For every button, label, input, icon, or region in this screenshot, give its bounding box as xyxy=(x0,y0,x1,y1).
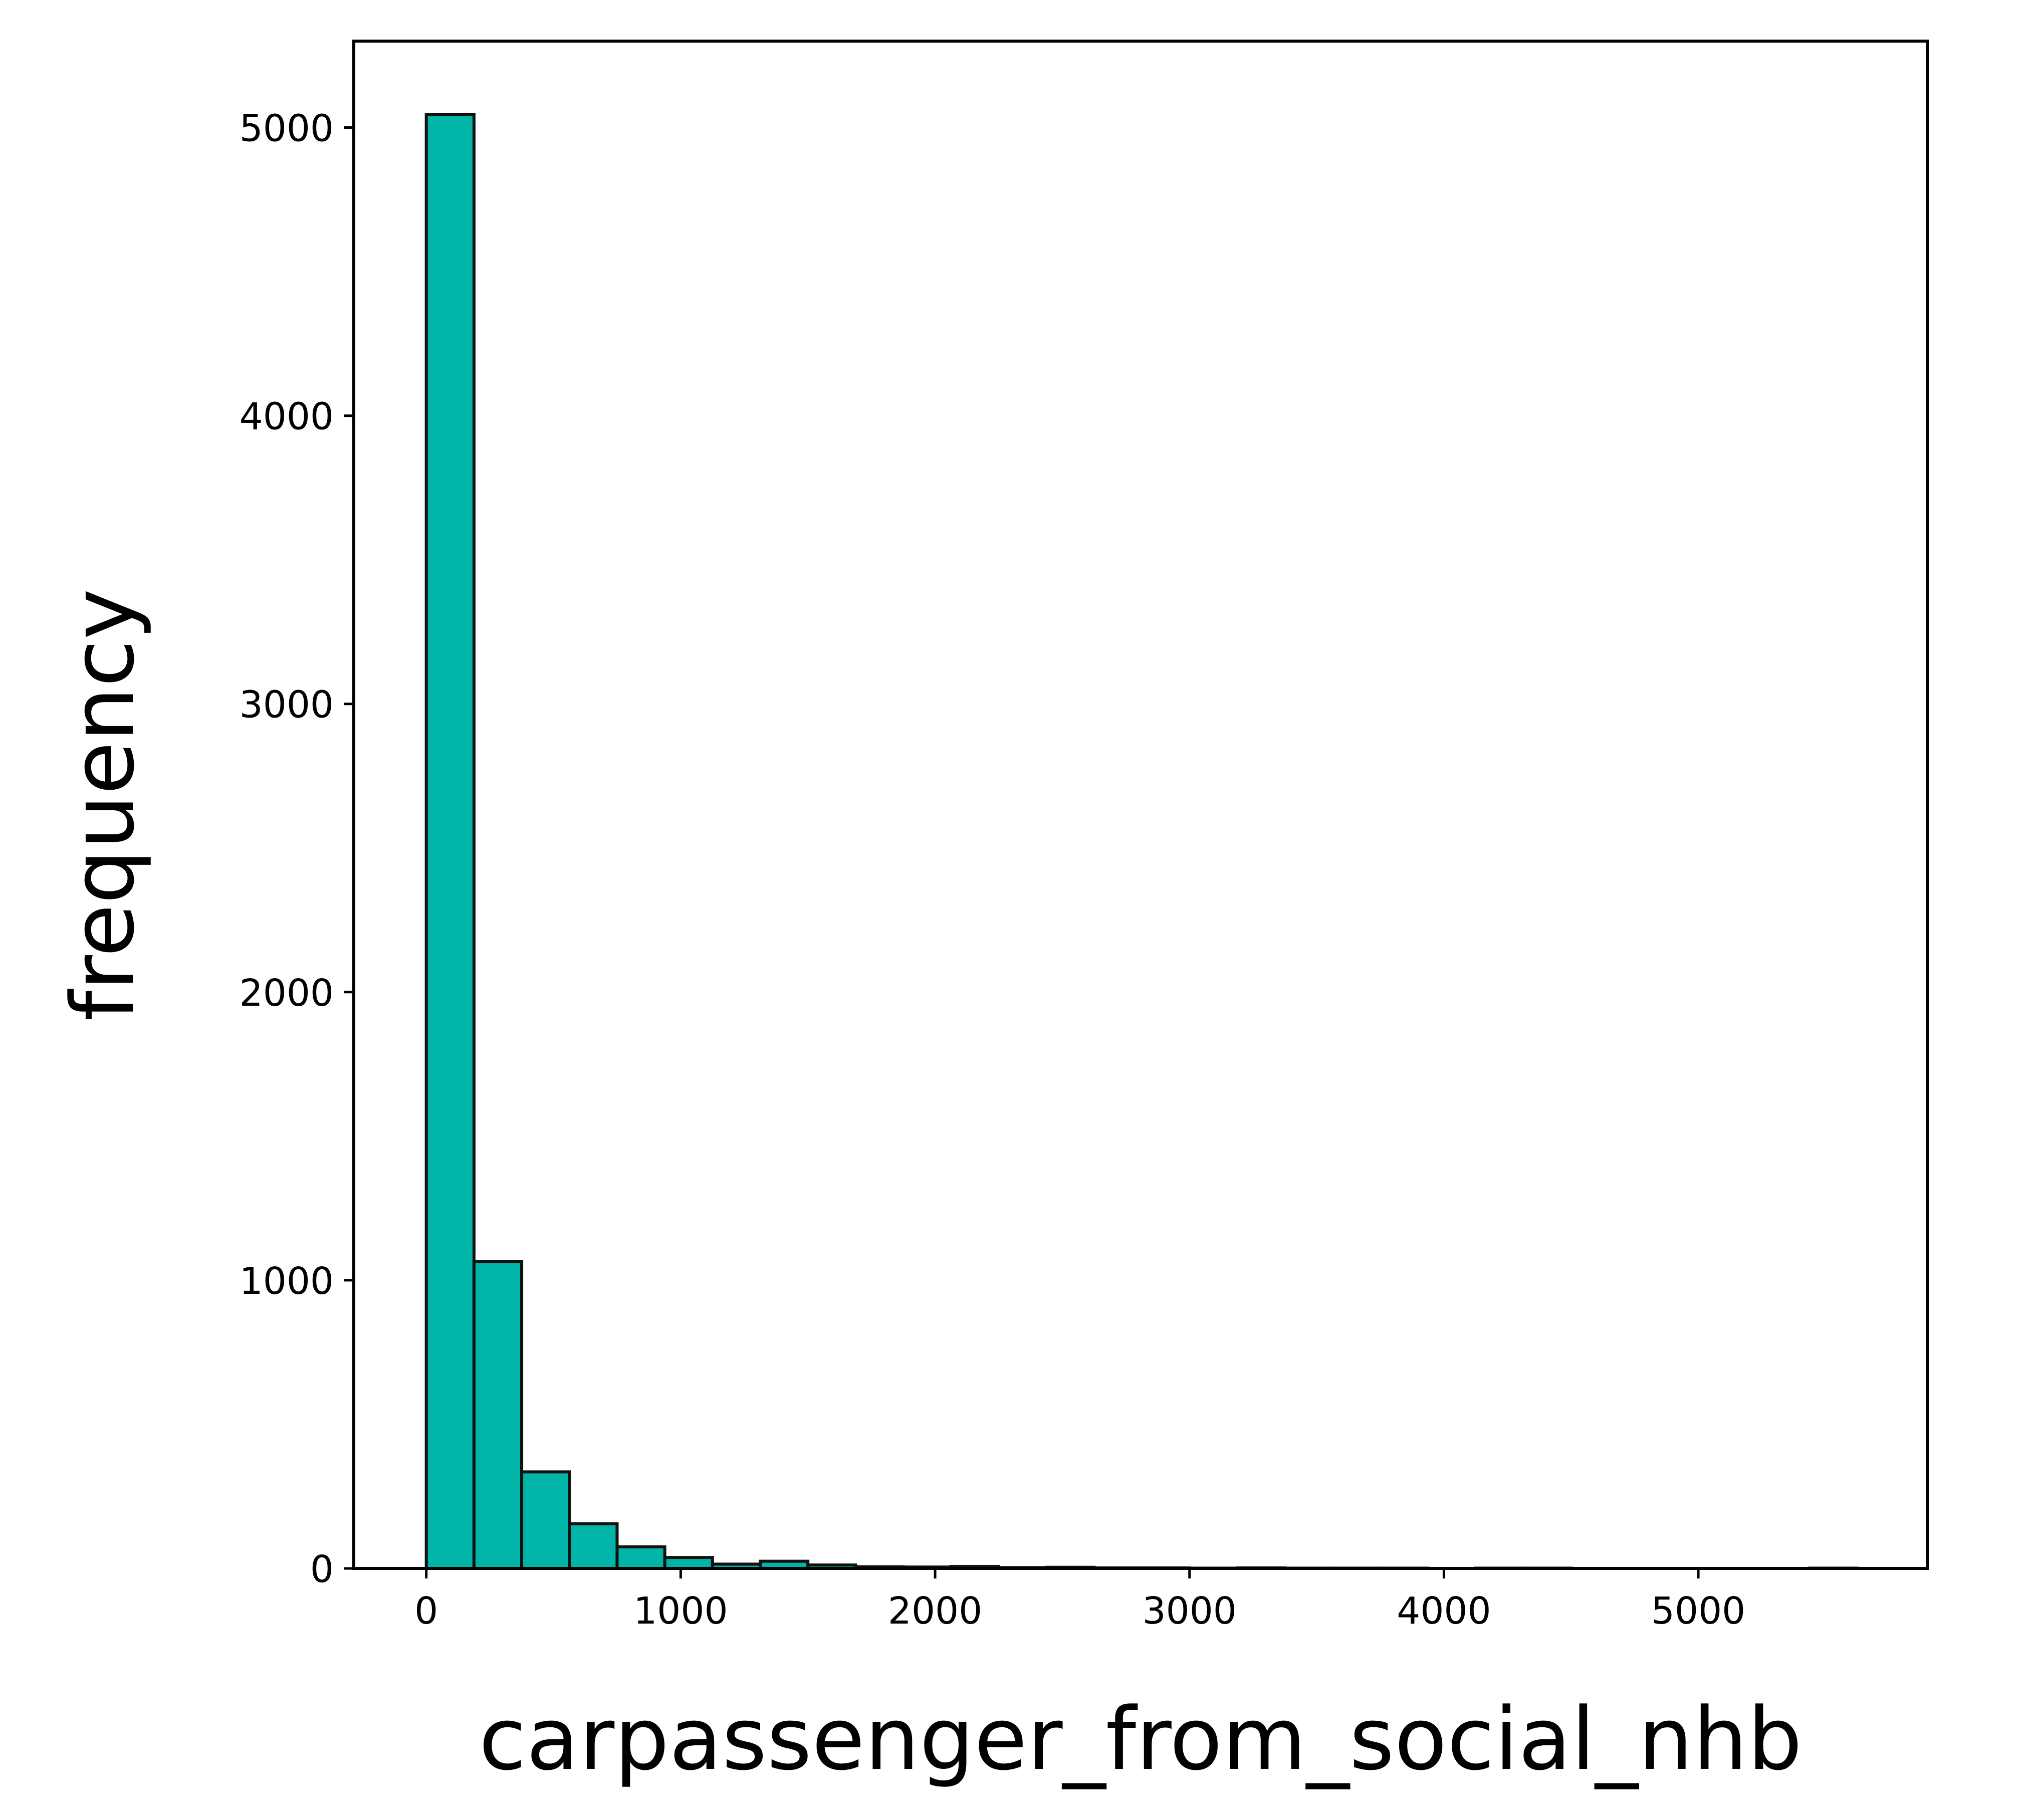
x-tick-label-2: 2000 xyxy=(888,1589,982,1633)
x-tick-label-5: 5000 xyxy=(1651,1589,1745,1633)
histogram-bar-3 xyxy=(568,1522,619,1570)
y-tick-label-5: 5000 xyxy=(240,107,334,150)
x-tick-label-3: 3000 xyxy=(1143,1589,1237,1633)
x-tick-label-4: 4000 xyxy=(1397,1589,1491,1633)
histogram-bar-0 xyxy=(424,113,476,1570)
x-tick-label-1: 1000 xyxy=(633,1589,728,1633)
y-tick-label-4: 4000 xyxy=(240,395,334,438)
bars-group xyxy=(424,113,1859,1570)
plot-frame xyxy=(352,40,1929,1570)
histogram-bar-2 xyxy=(520,1470,571,1570)
histogram-bar-5 xyxy=(663,1556,714,1570)
x-axis-ticks: 0 1000 2000 3000 4000 5000 xyxy=(414,1568,1745,1633)
y-tick-label-2: 2000 xyxy=(240,972,334,1015)
x-tick-label-0: 0 xyxy=(414,1589,438,1633)
y-tick-label-0: 0 xyxy=(310,1548,334,1591)
y-tick-label-1: 1000 xyxy=(240,1260,334,1303)
y-axis-label: frequency xyxy=(53,589,153,1021)
x-axis-label: carpassenger_from_social_nhb xyxy=(479,1689,1803,1789)
y-tick-label-3: 3000 xyxy=(240,684,334,727)
histogram-bar-4 xyxy=(615,1545,666,1570)
y-axis-ticks: 0 1000 2000 3000 4000 5000 xyxy=(240,107,354,1591)
histogram-bar-1 xyxy=(472,1260,524,1570)
